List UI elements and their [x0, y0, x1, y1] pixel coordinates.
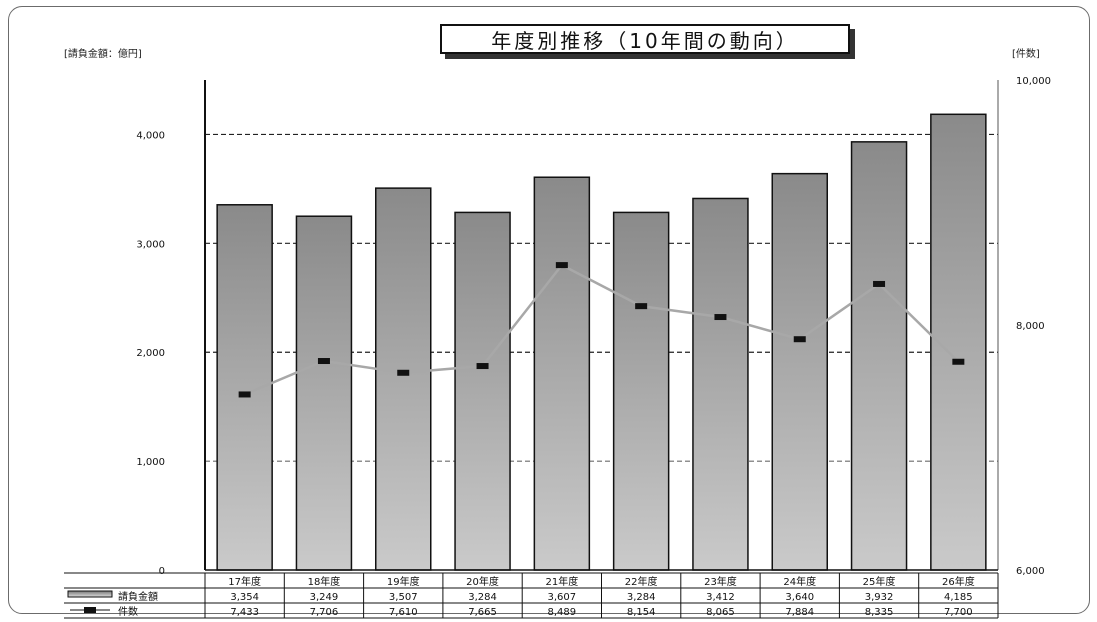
x-tick-label: 26年度: [942, 575, 975, 588]
count-marker: [239, 391, 251, 397]
x-tick-label: 21年度: [545, 575, 578, 588]
count-data-label: 7,700: [944, 607, 973, 618]
left-tick-label: 4,000: [136, 130, 165, 141]
left-tick-label: 3,000: [136, 239, 165, 250]
bar: [614, 212, 669, 570]
bar-data-label: 3,640: [785, 592, 814, 603]
bar: [534, 177, 589, 570]
x-tick-label: 19年度: [387, 575, 420, 588]
count-marker: [952, 359, 964, 365]
count-marker: [794, 336, 806, 342]
bar-data-label: 3,284: [627, 592, 656, 603]
bar: [772, 174, 827, 570]
bar-data-label: 4,185: [944, 592, 973, 603]
count-data-label: 7,884: [785, 607, 814, 618]
count-data-label: 7,706: [310, 607, 339, 618]
bar-data-label: 3,284: [468, 592, 497, 603]
legend-line-label: 件数: [118, 605, 138, 618]
count-data-label: 8,065: [706, 607, 735, 618]
count-marker: [318, 358, 330, 364]
left-tick-label: 1,000: [136, 457, 165, 468]
count-data-label: 7,665: [468, 607, 497, 618]
bar-data-label: 3,249: [310, 592, 339, 603]
bar-data-label: 3,932: [865, 592, 894, 603]
right-tick-label: 10,000: [1016, 76, 1051, 87]
x-tick-label: 17年度: [228, 575, 261, 588]
bar: [693, 198, 748, 570]
right-tick-label: 6,000: [1016, 566, 1045, 577]
x-tick-label: 22年度: [625, 575, 658, 588]
bar-data-label: 3,607: [548, 592, 577, 603]
count-data-label: 7,433: [230, 607, 259, 618]
right-tick-label: 8,000: [1016, 321, 1045, 332]
x-tick-label: 23年度: [704, 575, 737, 588]
x-tick-label: 18年度: [308, 575, 341, 588]
count-marker: [397, 370, 409, 376]
x-tick-label: 25年度: [863, 575, 896, 588]
count-data-label: 8,489: [548, 607, 577, 618]
count-marker: [556, 262, 568, 268]
bar-data-label: 3,507: [389, 592, 418, 603]
x-tick-label: 20年度: [466, 575, 499, 588]
bar-data-label: 3,354: [230, 592, 259, 603]
bar: [376, 188, 431, 570]
count-data-label: 8,335: [865, 607, 894, 618]
count-marker: [873, 281, 885, 287]
legend-marker-symbol: [84, 607, 96, 613]
bar-data-label: 3,412: [706, 592, 735, 603]
bar: [455, 212, 510, 570]
legend-bar-label: 請負金額: [118, 590, 158, 603]
count-marker: [714, 314, 726, 320]
left-tick-label: 0: [159, 566, 165, 577]
bar: [852, 142, 907, 570]
legend-bar-symbol: [68, 591, 112, 597]
left-tick-label: 2,000: [136, 348, 165, 359]
count-data-label: 7,610: [389, 607, 418, 618]
count-data-label: 8,154: [627, 607, 656, 618]
count-marker: [635, 303, 647, 309]
x-tick-label: 24年度: [783, 575, 816, 588]
count-marker: [477, 363, 489, 369]
bar: [296, 216, 351, 570]
